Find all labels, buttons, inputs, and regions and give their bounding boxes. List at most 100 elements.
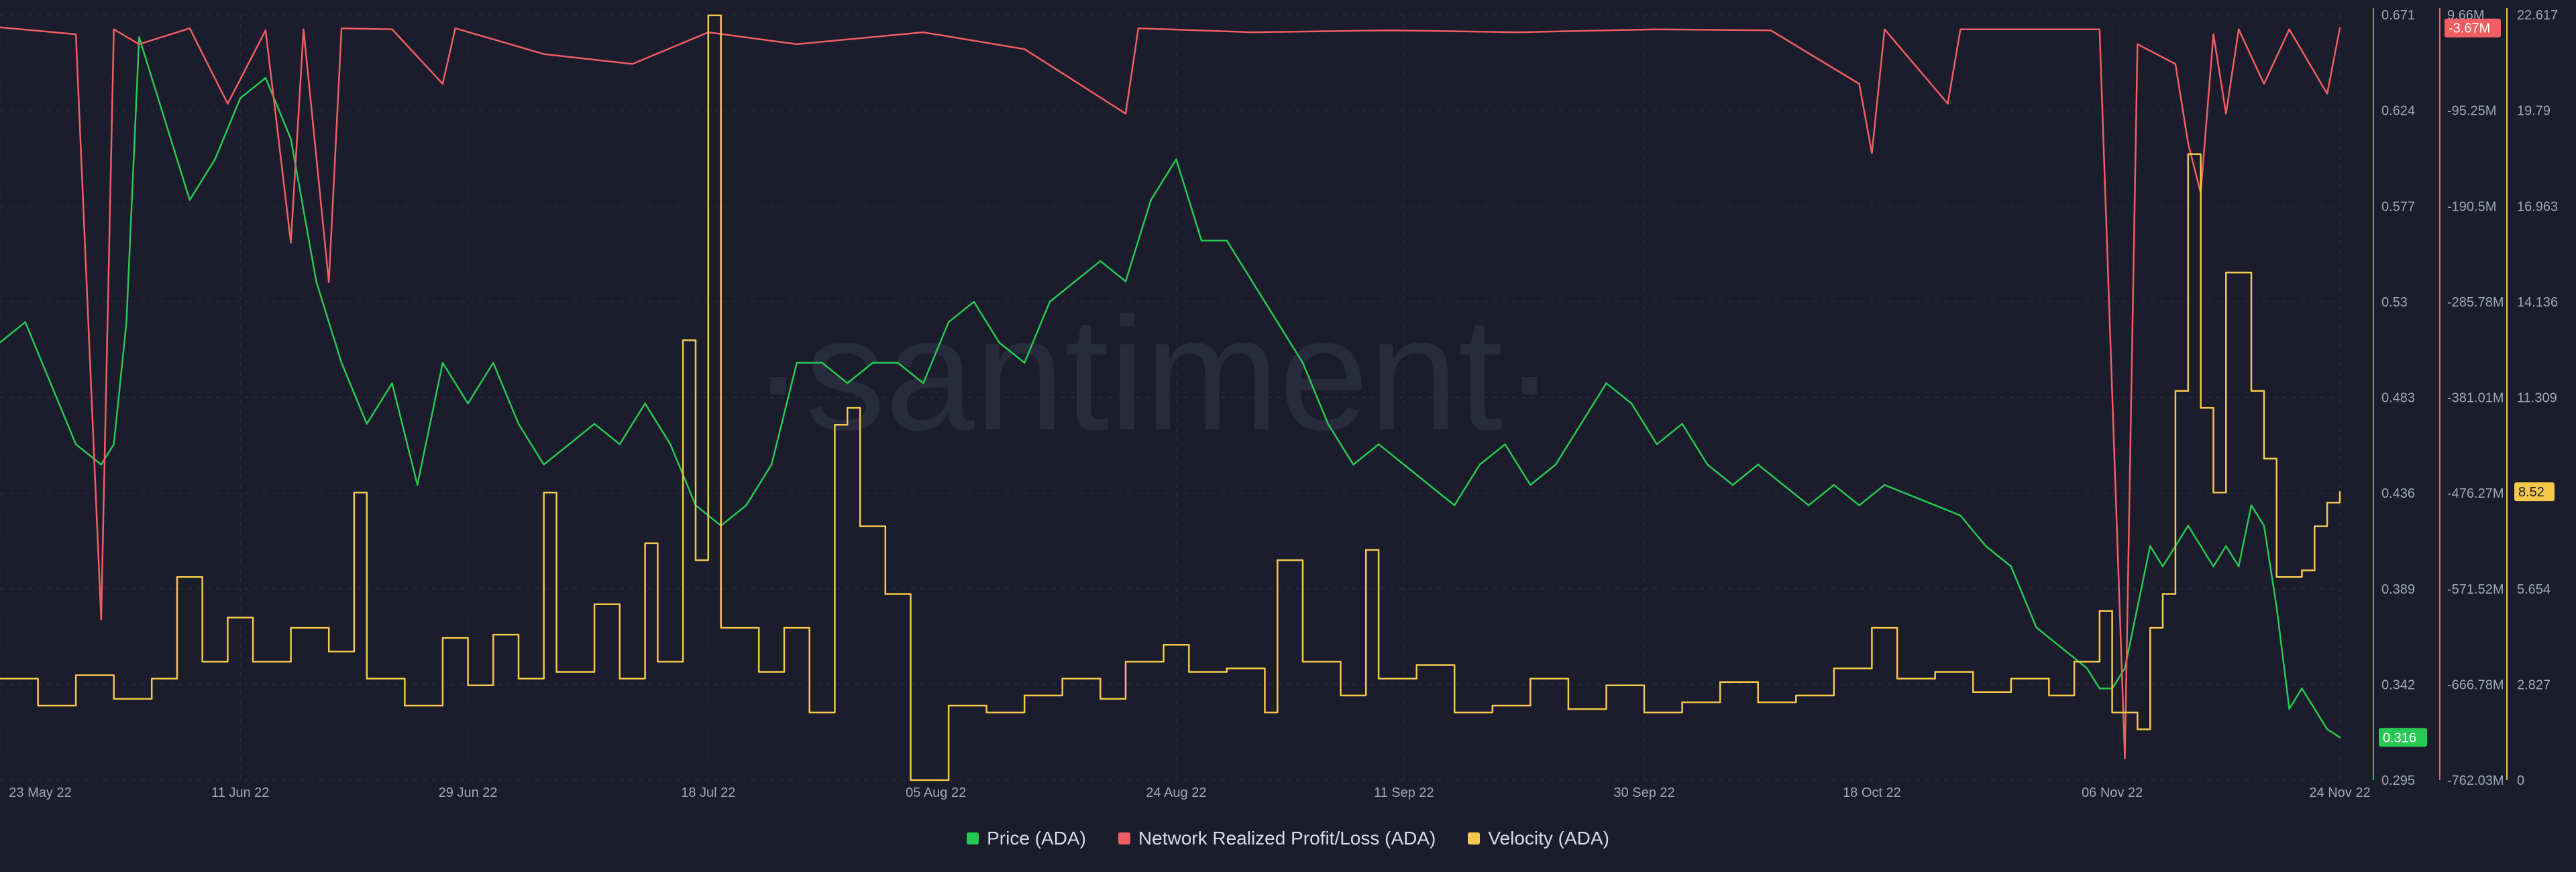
data-point-profit_loss [1871,152,1873,154]
data-point-price [0,341,1,343]
data-point-price [1909,494,1911,496]
data-point-velocity [74,674,77,676]
data-point-velocity [859,525,861,527]
data-point-profit_loss [1884,28,1886,30]
data-point-price [138,36,140,38]
data-point-profit_loss [340,28,343,30]
data-point-price [770,464,773,466]
data-point-price [796,362,798,364]
data-point-velocity [2314,525,2316,527]
data-point-velocity [947,704,950,707]
data-point-price [1377,443,1380,445]
data-point-profit_loss [113,28,115,30]
data-point-velocity [404,704,406,707]
velocity-last-value-badge [2514,482,2555,502]
data-point-velocity [252,661,254,663]
data-point-velocity [328,651,330,653]
data-point-velocity [1757,701,1759,704]
data-point-price [1554,464,1557,466]
data-point-price [1277,321,1279,323]
data-point-price [113,443,115,445]
data-point-velocity [2187,153,2189,155]
data-point-profit_loss [2238,28,2240,30]
data-point-price [847,382,849,384]
legend-item[interactable]: Velocity (ADA) [1468,828,1609,849]
price-tick-label: 0.295 [2381,773,2415,788]
data-point-price [2301,688,2303,690]
profit_loss-tick-label: -571.52M [2447,582,2504,597]
data-point-velocity [1529,677,1532,679]
data-point-price [2149,545,2151,547]
watermark: ·santiment· [751,284,1556,464]
price-tick-label: 0.436 [2381,486,2415,501]
data-point-price [644,402,646,404]
velocity-tick-label: 5.654 [2517,582,2551,597]
data-point-price [1934,504,1936,506]
data-point-profit_loss [1960,28,1962,30]
data-point-profit_loss [2288,28,2290,30]
data-point-price [163,117,166,119]
data-point-velocity [707,14,710,17]
data-point-velocity [2275,576,2277,578]
data-point-price [2098,688,2100,690]
data-point-price [2010,565,2012,567]
data-point-velocity [1099,698,1102,700]
data-point-velocity [2263,457,2265,459]
data-point-price [669,443,672,445]
data-point-velocity [151,677,153,679]
data-point-price [1200,239,1203,241]
x-tick-label: 06 Nov 22 [2082,785,2143,800]
data-point-velocity [2111,711,2113,714]
data-point-price [1150,199,1152,201]
price-last-value-label: 0.316 [2383,730,2416,745]
legend-item[interactable]: Network Realized Profit/Loss (ADA) [1118,828,1436,849]
data-point-price [2288,708,2290,710]
data-point-price [973,301,975,303]
data-point-price [340,362,343,364]
price-last-value-badge [2379,728,2427,747]
data-point-price [1327,423,1329,425]
data-point-profit_loss [0,26,1,28]
data-point-velocity [2200,406,2202,409]
data-point-velocity [1340,694,1342,697]
data-point-profit_loss [1390,30,1393,32]
data-point-velocity [783,626,786,629]
data-point-velocity [113,698,115,700]
data-point-velocity [353,492,356,494]
series-line-velocity [0,14,2341,781]
data-point-velocity [1365,549,1367,551]
data-point-price [1681,423,1683,425]
data-point-price [1656,443,1658,445]
data-point-price [1024,362,1026,364]
data-point-price [366,423,368,425]
data-point-price [1984,545,1987,547]
data-point-velocity [1163,644,1165,646]
data-point-profit_loss [303,28,305,30]
data-point-profit_loss [1858,83,1860,85]
data-point-velocity [1896,677,1898,679]
data-point-price [2275,606,2277,608]
data-point-velocity [985,711,987,714]
data-point-velocity [808,711,810,714]
velocity-tick-label: 2.827 [2517,677,2551,692]
data-point-velocity [1226,667,1228,669]
data-point-velocity [1643,711,1646,714]
data-point-price [1454,504,1456,506]
data-point-profit_loss [189,28,191,30]
data-point-velocity [2339,491,2341,493]
price-tick-label: 0.577 [2381,199,2415,214]
data-point-price [1124,280,1127,282]
data-point-price [1960,514,1962,516]
velocity-tick-label: 16.963 [2517,199,2558,214]
legend-item[interactable]: Price (ADA) [967,828,1086,849]
data-point-price [1529,484,1532,486]
data-point-velocity [1124,661,1127,663]
velocity-last-value-label: 8.52 [2518,485,2544,500]
profit_loss-last-value-badge [2445,18,2501,38]
x-tick-label: 18 Oct 22 [1843,785,1901,800]
data-point-profit_loss [100,618,102,620]
data-point-price [315,280,317,282]
legend: Price (ADA) Network Realized Profit/Loss … [0,825,2576,852]
x-tick-label: 24 Nov 22 [2309,785,2370,800]
